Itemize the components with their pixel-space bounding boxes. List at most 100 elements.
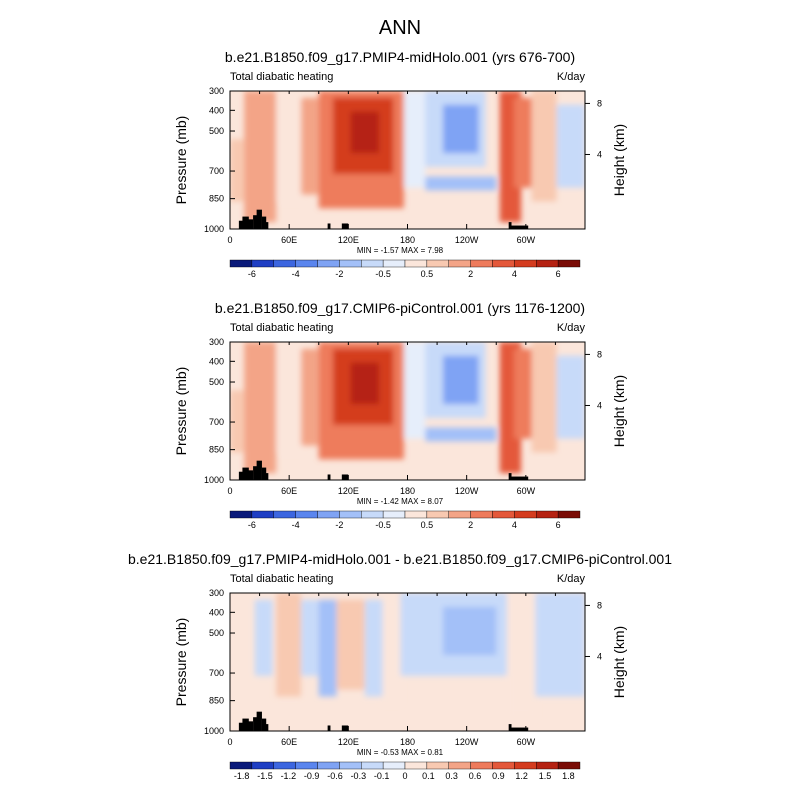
colorbar-label: -4 bbox=[292, 269, 300, 279]
x-tick-label: 180 bbox=[400, 737, 415, 747]
colorbar-swatch bbox=[295, 259, 318, 268]
colorbar-swatch bbox=[273, 510, 296, 519]
y2-axis-label: Height (km) bbox=[611, 375, 627, 447]
terrain-mask bbox=[261, 718, 267, 731]
colorbar-swatch bbox=[470, 761, 493, 770]
colorbar-swatch bbox=[557, 510, 581, 519]
colorbar-label: 0.9 bbox=[492, 771, 505, 781]
y-tick-label: 500 bbox=[209, 377, 224, 387]
colorbar-label: -0.5 bbox=[375, 520, 391, 530]
y2-tick-label: 8 bbox=[597, 349, 602, 359]
terrain-mask bbox=[238, 722, 244, 731]
colorbar-label: 0.3 bbox=[445, 771, 458, 781]
field-region bbox=[276, 593, 301, 697]
terrain-mask bbox=[238, 471, 244, 480]
x-tick-label: 60W bbox=[517, 737, 536, 747]
x-tick-label: 120W bbox=[455, 486, 479, 496]
field-region bbox=[556, 355, 585, 439]
colorbar-swatch bbox=[251, 761, 274, 770]
y2-tick-label: 4 bbox=[597, 400, 602, 410]
colorbar-label: -1.5 bbox=[257, 771, 273, 781]
colorbar-swatch bbox=[339, 259, 362, 268]
y-tick-label: 1000 bbox=[204, 224, 224, 234]
colorbar-swatch bbox=[317, 761, 340, 770]
x-tick-label: 120E bbox=[338, 235, 359, 245]
units-label: K/day bbox=[557, 322, 586, 334]
colorbar-swatch bbox=[514, 510, 537, 519]
terrain-mask bbox=[256, 209, 262, 229]
colorbar-swatch bbox=[426, 761, 449, 770]
min-max-stats: MIN = -1.57 MAX = 7.98 bbox=[357, 246, 444, 255]
panel-title: b.e21.B1850.f09_g17.CMIP6-piControl.001 … bbox=[215, 300, 585, 316]
colorbar-swatch bbox=[470, 510, 493, 519]
colorbar-swatch bbox=[317, 510, 340, 519]
colorbar-label: -0.5 bbox=[375, 269, 391, 279]
panel-1: b.e21.B1850.f09_g17.PMIP4-midHolo.001 (y… bbox=[173, 49, 627, 279]
colorbar-label: 1.5 bbox=[539, 771, 552, 781]
field-region bbox=[336, 599, 365, 690]
colorbar-label: -0.3 bbox=[351, 771, 367, 781]
colorbar-label: 0.5 bbox=[421, 269, 434, 279]
field-region bbox=[506, 593, 536, 718]
field-region bbox=[443, 606, 497, 656]
colorbar-label: 2 bbox=[468, 520, 473, 530]
colorbar-swatch bbox=[361, 510, 384, 519]
colorbar-swatch bbox=[557, 761, 581, 770]
field-region bbox=[276, 91, 301, 202]
field-region bbox=[403, 91, 426, 188]
terrain-mask bbox=[261, 216, 267, 229]
colorbar-swatch bbox=[382, 761, 406, 770]
contour-plot bbox=[229, 90, 586, 230]
colorbar-swatch bbox=[536, 761, 559, 770]
terrain-mask bbox=[508, 473, 512, 480]
x-tick-label: 0 bbox=[227, 737, 232, 747]
units-label: K/day bbox=[557, 573, 586, 585]
terrain-mask bbox=[508, 724, 512, 731]
colorbar-swatch bbox=[492, 510, 515, 519]
colorbar-label: 0 bbox=[402, 771, 407, 781]
field-region bbox=[425, 427, 497, 442]
variable-label: Total diabatic heating bbox=[230, 573, 333, 585]
field-region bbox=[350, 111, 380, 154]
y-tick-label: 700 bbox=[209, 417, 224, 427]
y2-axis-label: Height (km) bbox=[611, 124, 627, 196]
colorbar-swatch bbox=[382, 510, 406, 519]
colorbar-swatch bbox=[536, 259, 559, 268]
terrain-mask bbox=[253, 717, 258, 731]
colorbar-swatch bbox=[295, 761, 318, 770]
terrain-mask bbox=[253, 466, 258, 480]
units-label: K/day bbox=[557, 71, 586, 83]
min-max-stats: MIN = -1.42 MAX = 8.07 bbox=[357, 497, 444, 506]
field-region bbox=[230, 593, 248, 718]
terrain-mask bbox=[261, 467, 267, 480]
colorbar-swatch bbox=[448, 761, 471, 770]
terrain-mask bbox=[341, 474, 349, 480]
colorbar-swatch bbox=[382, 259, 406, 268]
terrain-mask bbox=[265, 222, 269, 229]
field-region bbox=[443, 104, 479, 154]
colorbar-label: -6 bbox=[248, 520, 256, 530]
colorbar-label: 1.2 bbox=[515, 771, 528, 781]
colorbar-label: 0.6 bbox=[469, 771, 482, 781]
field-region bbox=[443, 355, 479, 405]
colorbar-swatch bbox=[404, 259, 428, 268]
terrain-mask bbox=[510, 225, 529, 229]
colorbar-swatch bbox=[229, 761, 253, 770]
colorbar-swatch bbox=[273, 761, 296, 770]
colorbar-swatch bbox=[448, 510, 471, 519]
x-tick-label: 120E bbox=[338, 486, 359, 496]
field-region bbox=[364, 599, 383, 697]
field-region bbox=[556, 104, 585, 188]
y-tick-label: 1000 bbox=[204, 475, 224, 485]
figure-title: ANN bbox=[379, 17, 421, 39]
x-tick-label: 60W bbox=[517, 486, 536, 496]
terrain-mask bbox=[256, 711, 262, 731]
x-tick-label: 0 bbox=[227, 235, 232, 245]
x-tick-label: 120E bbox=[338, 737, 359, 747]
contour-plot bbox=[229, 341, 586, 481]
colorbar-swatch bbox=[514, 761, 537, 770]
field-region bbox=[230, 390, 245, 453]
colorbar-swatch bbox=[295, 510, 318, 519]
colorbar-swatch bbox=[470, 259, 493, 268]
